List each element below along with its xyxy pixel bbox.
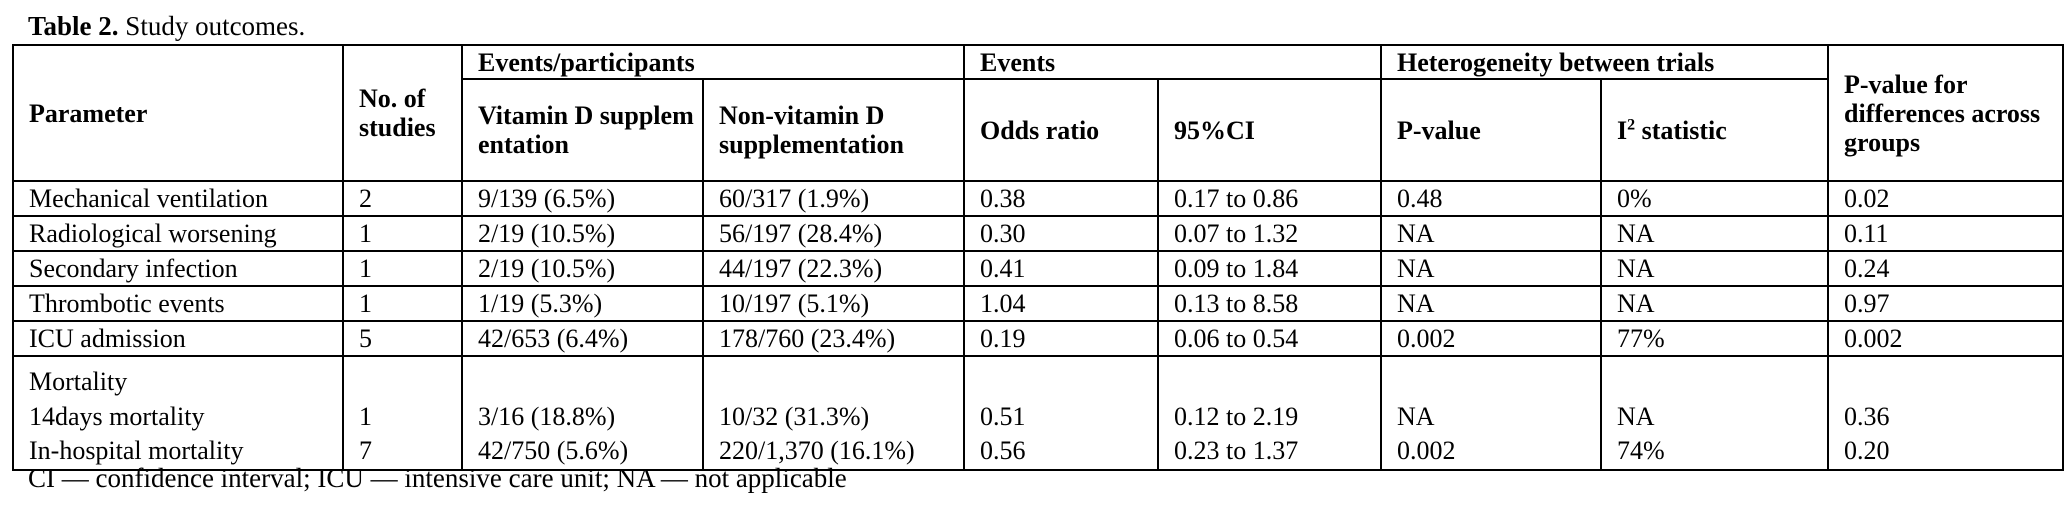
cell-or: 0.38 [963,180,1159,217]
table-row: Secondary infection 1 2/19 (10.5%) 44/19… [12,250,2065,287]
cell-or: 0.30 [963,215,1159,252]
cell-ci: 0.12 to 2.19 0.23 to 1.37 [1157,355,1382,471]
cell-ci: 0.06 to 0.54 [1157,320,1382,357]
cell-nonvitd: 178/760 (23.4%) [702,320,965,357]
cell-parameter: Secondary infection [12,250,344,287]
table-row: Mechanical ventilation 2 9/139 (6.5%) 60… [12,180,2065,217]
cell-or: 0.19 [963,320,1159,357]
cell-pdiff: 0.02 [1827,180,2065,217]
cell-parameter: ICU admission [12,320,344,357]
cell-nonvitd: 10/197 (5.1%) [702,285,965,322]
cell-studies: 1 7 [342,355,463,471]
cell-p: NA [1380,285,1602,322]
header-row-1: Parameter No. of studies Events/particip… [12,44,2065,182]
cell-studies: 5 [342,320,463,357]
cell-i2: 0% [1599,180,1830,217]
cell-ci: 0.17 to 0.86 [1157,180,1382,217]
cell-p: NA 0.002 [1380,355,1602,471]
cell-p: NA [1380,250,1602,287]
cell-nonvitd: 44/197 (22.3%) [702,250,965,287]
header-parameter: Parameter [12,44,344,182]
cell-or: 0.51 0.56 [963,355,1159,471]
cell-parameter: Mechanical ventilation [12,180,344,217]
table-row: ICU admission 5 42/653 (6.4%) 178/760 (2… [12,320,2065,357]
header-no-of-studies: No. of studies [342,44,463,182]
cell-parameter: Thrombotic events [12,285,344,322]
cell-vitd: 2/19 (10.5%) [461,250,704,287]
cell-ci: 0.09 to 1.84 [1157,250,1382,287]
cell-vitd: 1/19 (5.3%) [461,285,704,322]
cell-studies: 1 [342,285,463,322]
cell-studies: 2 [342,180,463,217]
cell-parameter: Mortality 14days mortality In-hospital m… [12,355,344,471]
cell-i2: 77% [1599,320,1830,357]
table-caption-text: Study outcomes. [125,11,306,41]
mortality-label: Mortality [29,367,128,396]
table-row-mortality: Mortality 14days mortality In-hospital m… [12,355,2065,471]
header-odds-ratio: Odds ratio [963,78,1159,182]
header-row-2: Vitamin D supplementation Non-vitamin D … [13,78,2063,182]
header-heterogeneity: Heterogeneity between trials [1379,44,1830,80]
table-row: Radiological worsening 1 2/19 (10.5%) 56… [12,215,2065,252]
cell-studies: 1 [342,215,463,252]
cell-pdiff: 0.97 [1827,285,2065,322]
header-i2-statistic: I2 statistic [1599,78,1830,182]
cell-or: 1.04 [963,285,1159,322]
header-95ci: 95%CI [1157,78,1382,182]
cell-p: NA [1380,215,1602,252]
cell-ci: 0.13 to 8.58 [1157,285,1382,322]
cell-p: 0.48 [1380,180,1602,217]
table-caption: Table 2. Study outcomes. [28,10,305,42]
header-p-value-differences: P-value for differences across groups [1827,44,2065,182]
cell-studies: 1 [342,250,463,287]
table-caption-label: Table 2. [28,11,119,41]
cell-nonvitd: 60/317 (1.9%) [702,180,965,217]
cell-pdiff: 0.002 [1827,320,2065,357]
cell-nonvitd: 56/197 (28.4%) [702,215,965,252]
cell-nonvitd: 10/32 (31.3%) 220/1,370 (16.1%) [702,355,965,471]
cell-pdiff: 0.24 [1827,250,2065,287]
table-footnote: CI — confidence interval; ICU — intensiv… [28,463,847,493]
header-events-participants: Events/participants [461,44,965,80]
cell-parameter: Radiological worsening [12,215,344,252]
cell-pdiff: 0.36 0.20 [1827,355,2065,471]
cell-vitd: 3/16 (18.8%) 42/750 (5.6%) [461,355,704,471]
cell-vitd: 2/19 (10.5%) [461,215,704,252]
cell-i2: NA 74% [1599,355,1830,471]
sub-parameter: In-hospital mortality [29,436,244,465]
cell-or: 0.41 [963,250,1159,287]
cell-vitd: 9/139 (6.5%) [461,180,704,217]
header-events: Events [963,44,1382,80]
header-p-value: P-value [1380,78,1602,182]
cell-i2: NA [1599,250,1830,287]
table-row: Thrombotic events 1 1/19 (5.3%) 10/197 (… [12,285,2065,322]
cell-pdiff: 0.11 [1827,215,2065,252]
header-non-vitamin-d: Non-vitamin D supplementation [702,78,965,182]
cell-ci: 0.07 to 1.32 [1157,215,1382,252]
cell-vitd: 42/653 (6.4%) [461,320,704,357]
sub-parameter: 14days mortality [29,402,205,431]
study-outcomes-table: Parameter No. of studies Events/particip… [12,44,2065,471]
cell-i2: NA [1599,215,1830,252]
cell-i2: NA [1599,285,1830,322]
cell-p: 0.002 [1380,320,1602,357]
header-vitamin-d: Vitamin D supplementation [461,78,704,182]
